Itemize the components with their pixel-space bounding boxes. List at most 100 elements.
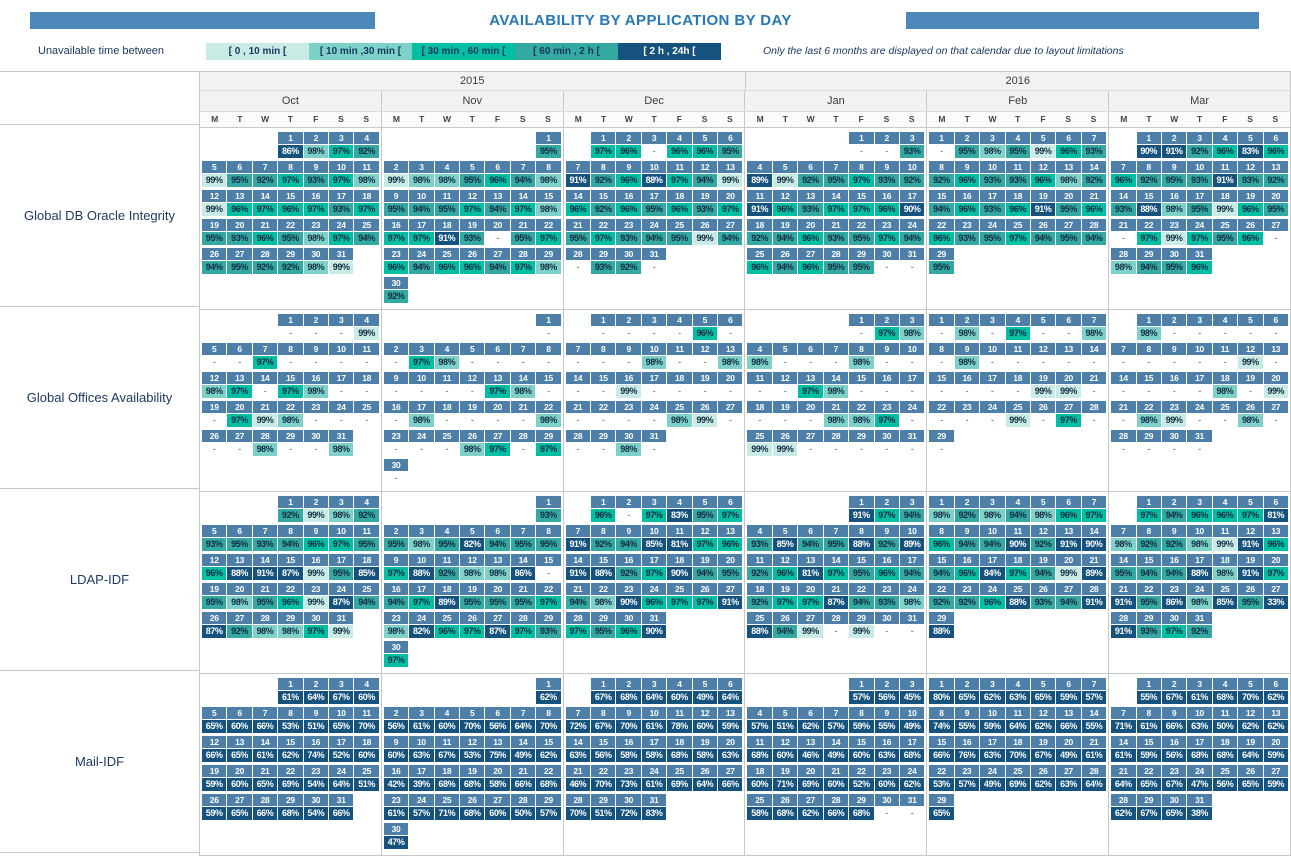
- day-number: 22: [536, 765, 561, 777]
- day-value: 92%: [747, 567, 772, 580]
- day-value: 86%: [510, 567, 536, 580]
- day-value: -: [409, 443, 434, 456]
- day-value: -: [899, 385, 925, 398]
- day-value: 93%: [747, 538, 772, 551]
- weekday-label: W: [806, 114, 815, 124]
- day-value: 94%: [692, 174, 718, 187]
- day-value: 98%: [1187, 538, 1212, 551]
- day-number: 14: [510, 736, 536, 748]
- day-number: 11: [354, 343, 379, 355]
- day-number: 22: [849, 583, 874, 595]
- day-value: 91%: [1238, 538, 1263, 551]
- day-number: 13: [1263, 343, 1288, 355]
- day-number: 15: [591, 190, 616, 202]
- day-number: 31: [641, 794, 667, 806]
- day-value: 91%: [565, 567, 591, 580]
- day-number: 16: [383, 583, 409, 595]
- day-number: 21: [510, 219, 536, 231]
- day-value: 94%: [798, 538, 823, 551]
- day-value: 96%: [692, 327, 718, 340]
- day-value: 95%: [1056, 203, 1081, 216]
- day-value: 97%: [383, 654, 409, 667]
- day-value: 88%: [1136, 203, 1161, 216]
- day-number: 7: [1081, 314, 1107, 326]
- day-value: 64%: [718, 691, 743, 704]
- day-number: 20: [485, 583, 510, 595]
- day-number: 19: [1238, 372, 1263, 384]
- day-value: -: [1187, 414, 1212, 427]
- day-value: 57%: [747, 720, 772, 733]
- day-value: 95%: [849, 261, 874, 274]
- day-number: 29: [929, 612, 954, 624]
- day-number: 16: [874, 554, 899, 566]
- day-value: 60%: [354, 691, 379, 704]
- day-value: -: [1161, 327, 1187, 340]
- day-value: -: [591, 414, 616, 427]
- day-value: 67%: [1030, 749, 1056, 762]
- day-value: 99%: [1056, 385, 1081, 398]
- day-value: 93%: [874, 596, 899, 609]
- day-value: 69%: [1005, 778, 1030, 791]
- day-value: -: [227, 356, 252, 369]
- day-value: 96%: [383, 261, 409, 274]
- day-number: 16: [303, 736, 329, 748]
- day-value: 89%: [747, 174, 772, 187]
- day-number: 18: [667, 372, 692, 384]
- day-number: 9: [303, 343, 329, 355]
- day-number: 11: [1212, 525, 1238, 537]
- day-number: 26: [692, 219, 718, 231]
- day-number: 26: [202, 430, 227, 442]
- day-value: 60%: [485, 807, 510, 820]
- day-value: 96%: [954, 567, 980, 580]
- day-value: 81%: [667, 538, 692, 551]
- day-value: 98%: [1136, 327, 1161, 340]
- day-number: 27: [1056, 219, 1081, 231]
- day-number: 27: [485, 612, 510, 624]
- day-value: 94%: [1161, 509, 1187, 522]
- day-number: 23: [874, 583, 899, 595]
- day-value: 64%: [510, 720, 536, 733]
- day-number: 24: [1187, 765, 1212, 777]
- day-value: 99%: [692, 232, 718, 245]
- day-number: 8: [278, 161, 303, 173]
- day-number: 12: [202, 554, 227, 566]
- day-number: 3: [1187, 496, 1212, 508]
- day-number: 16: [383, 219, 409, 231]
- day-value: 63%: [1005, 691, 1030, 704]
- day-value: 66%: [202, 749, 227, 762]
- day-value: 51%: [591, 807, 616, 820]
- day-value: -: [823, 356, 849, 369]
- day-number: 30: [383, 277, 409, 289]
- day-number: 2: [874, 132, 899, 144]
- weekday-label: S: [545, 114, 551, 124]
- day-number: 2: [1161, 496, 1187, 508]
- day-number: 17: [641, 736, 667, 748]
- day-value: 96%: [1187, 509, 1212, 522]
- day-number: 21: [823, 401, 849, 413]
- day-number: 5: [460, 707, 485, 719]
- day-value: -: [485, 414, 510, 427]
- day-number: 25: [434, 430, 460, 442]
- day-value: 96%: [591, 509, 616, 522]
- day-number: 22: [849, 401, 874, 413]
- day-number: 1: [929, 678, 954, 690]
- day-number: 1: [1136, 132, 1161, 144]
- day-value: 97%: [1005, 232, 1030, 245]
- day-number: 17: [641, 554, 667, 566]
- day-value: 64%: [303, 691, 329, 704]
- title-accent-bar-left: [30, 11, 375, 29]
- day-number: 7: [510, 525, 536, 537]
- day-value: -: [303, 414, 329, 427]
- day-number: 19: [692, 372, 718, 384]
- day-value: 98%: [1161, 203, 1187, 216]
- day-value: -: [354, 356, 379, 369]
- day-value: 98%: [899, 327, 925, 340]
- app-labels-column: Global DB Oracle Integrity Global Offices…: [0, 72, 200, 856]
- day-number: 18: [434, 765, 460, 777]
- day-value: 95%: [227, 538, 252, 551]
- day-number: 21: [510, 765, 536, 777]
- day-value: 57%: [536, 807, 561, 820]
- day-value: 98%: [1111, 261, 1136, 274]
- day-number: 22: [1136, 583, 1161, 595]
- day-number: 15: [536, 190, 561, 202]
